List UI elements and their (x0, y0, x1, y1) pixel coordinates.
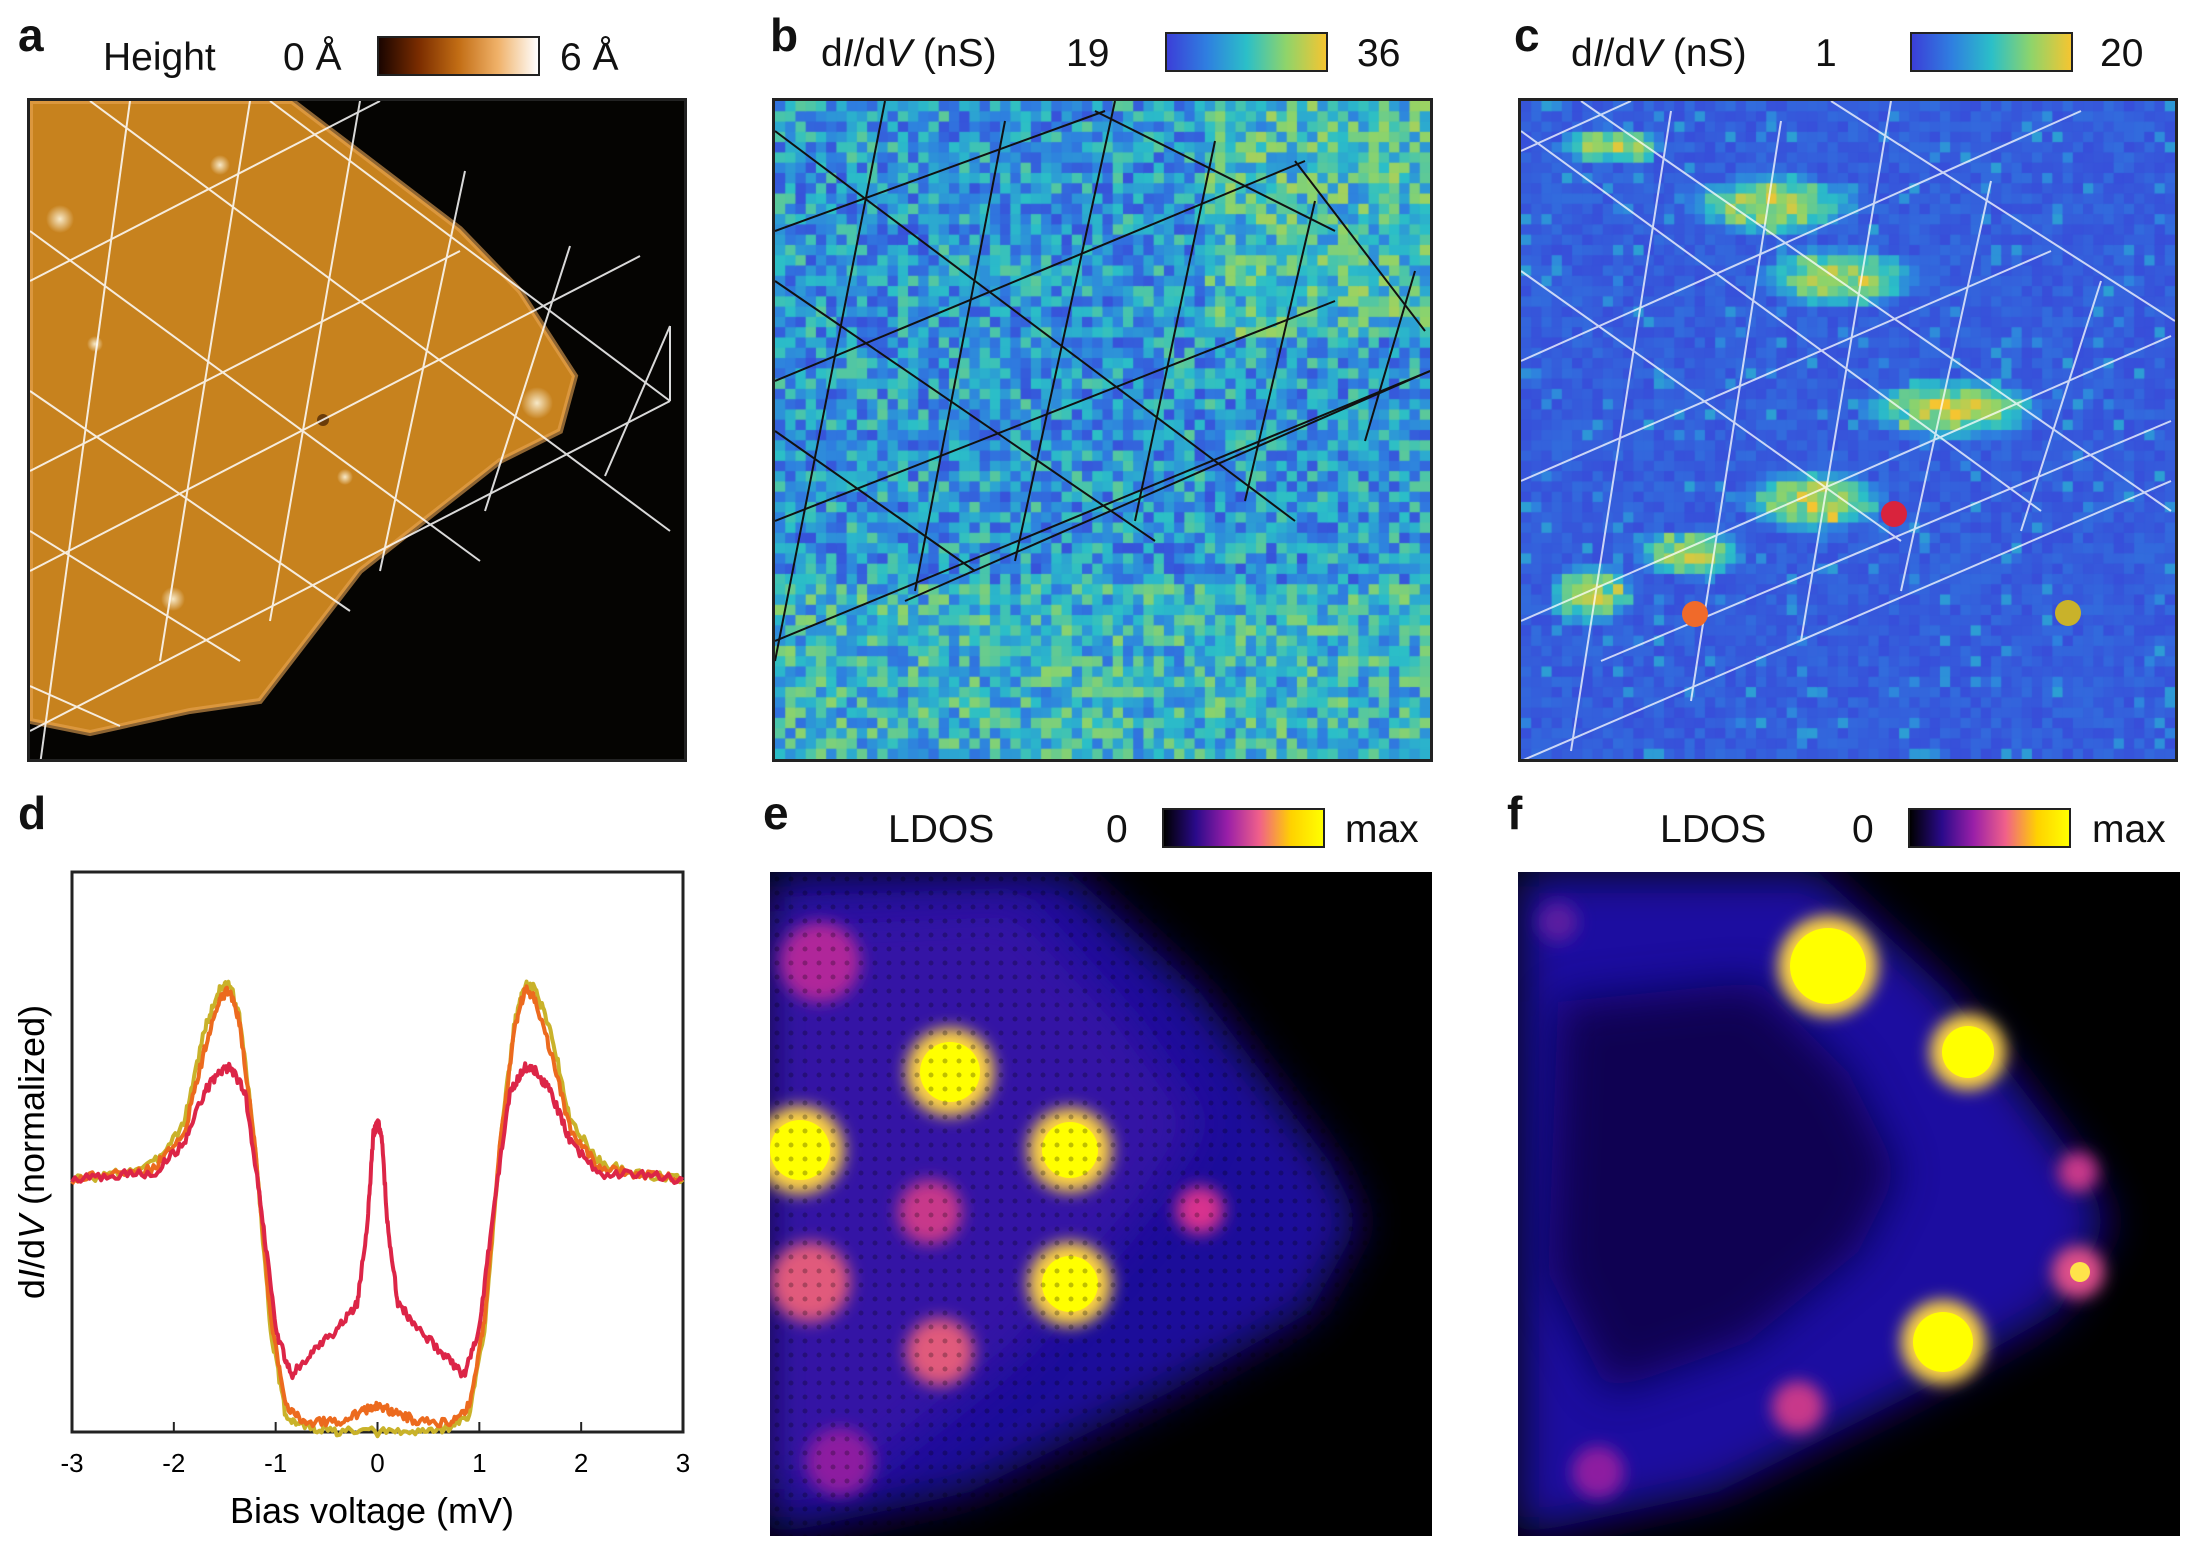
colorbar-max-e: max (1345, 808, 1419, 851)
ylabel-part: (normalized) (11, 1005, 52, 1215)
ldos-map-f (1518, 872, 2180, 1536)
height-map-image (30, 101, 671, 759)
olive-marker (2055, 600, 2081, 626)
title-part: I (842, 32, 854, 75)
y-axis-label: dI/dV (normalized) (11, 1005, 52, 1299)
colorbar-min-e: 0 (1106, 808, 1128, 851)
x-tick-label: -3 (60, 1448, 83, 1478)
x-tick-label: -2 (162, 1448, 185, 1478)
colorbar-title-b: dI/dV (nS) (821, 34, 997, 73)
title-part: V (1636, 32, 1663, 75)
orange-marker (1682, 601, 1708, 627)
x-tick-label: 1 (472, 1448, 486, 1478)
ylabel-part: V (11, 1212, 52, 1239)
ldos-peak (1942, 1026, 1994, 1078)
spectrum-line-1 (70, 979, 685, 1439)
ldos-peak (2070, 1262, 2090, 1282)
colorbar-b (1165, 32, 1328, 72)
title-part: V (886, 32, 913, 75)
island-shape (30, 101, 575, 733)
colorbar-title-c: dI/dV (nS) (1571, 34, 1747, 73)
title-part: d (1571, 32, 1593, 75)
colorbar-max-b: 36 (1357, 32, 1401, 75)
spectra-chart: -3 -2 -1 0 1 2 3 Bias voltage (mV) dI/dV (norm… (11, 870, 690, 1531)
ldos-peak (1790, 928, 1866, 1004)
ylabel-part: /d (11, 1239, 52, 1269)
adatom-bright (210, 155, 230, 175)
colorbar-f (1908, 808, 2071, 848)
ldos-map-e (770, 872, 1432, 1536)
colorbar-max-c: 20 (2100, 32, 2144, 75)
x-axis-label: Bias voltage (mV) (230, 1490, 514, 1531)
panel-label-a: a (18, 9, 44, 61)
panel-label-d: d (18, 787, 47, 839)
ldos-edge-hotspot (2058, 1152, 2098, 1192)
spectrum-line-3 (70, 1061, 685, 1381)
ldos-edge-hotspot (1772, 1381, 1824, 1433)
title-part: d (821, 32, 843, 75)
panel-label-b: b (770, 9, 799, 61)
adatom-bright (87, 336, 103, 352)
adatom-bright (337, 469, 353, 485)
lattice-overlay-c (1521, 101, 2175, 759)
ldos-peak (1913, 1312, 1973, 1372)
adatom-bright (161, 587, 185, 611)
adatom-bright (521, 387, 553, 419)
colorbar-min-c: 1 (1815, 32, 1837, 75)
didv-map-b-pixels (775, 101, 1430, 759)
colorbar-min-a: 0 Å (283, 36, 342, 79)
panel-label-e: e (763, 787, 789, 839)
x-tick-label: -1 (264, 1448, 287, 1478)
island-interior-f (1548, 982, 1898, 1392)
panel-label-c: c (1514, 9, 1540, 61)
title-part: (nS) (912, 32, 997, 75)
colorbar-title-f: LDOS (1660, 808, 1767, 851)
ldos-map-f-image (1518, 872, 2108, 1536)
colorbar-max-f: max (2092, 808, 2166, 851)
spectrum-line-2 (70, 984, 684, 1429)
colorbar-min-b: 19 (1066, 32, 1110, 75)
colorbar-c (1910, 32, 2073, 72)
lattice-overlay-b (775, 101, 1430, 662)
colorbar-title-a: Height (103, 36, 216, 79)
x-tick-label: 0 (370, 1448, 384, 1478)
x-tick-label: 3 (676, 1448, 690, 1478)
ylabel-part: I (11, 1269, 52, 1279)
title-part: I (1592, 32, 1604, 75)
ldos-edge-hotspot (1572, 1446, 1624, 1498)
colorbar-min-f: 0 (1852, 808, 1874, 851)
adatom-bright (46, 205, 74, 233)
red-marker (1881, 501, 1907, 527)
colorbar-a (377, 36, 540, 76)
title-part: /d (1603, 32, 1637, 75)
ylabel-part: d (11, 1279, 52, 1299)
ldos-map-e-image (770, 872, 1432, 1536)
title-part: (nS) (1662, 32, 1747, 75)
height-map-a (27, 98, 687, 762)
didv-map-c (1518, 98, 2178, 762)
didv-map-b (772, 98, 1433, 762)
colorbar-title-e: LDOS (888, 808, 995, 851)
lattice-overlay-a (30, 101, 671, 759)
x-tick-label: 2 (574, 1448, 588, 1478)
panel-label-f: f (1507, 787, 1523, 839)
colorbar-max-a: 6 Å (560, 36, 619, 79)
title-part: /d (853, 32, 887, 75)
ldos-edge-hotspot (1538, 902, 1578, 942)
atomic-texture (770, 872, 1432, 1536)
colorbar-e (1162, 808, 1325, 848)
